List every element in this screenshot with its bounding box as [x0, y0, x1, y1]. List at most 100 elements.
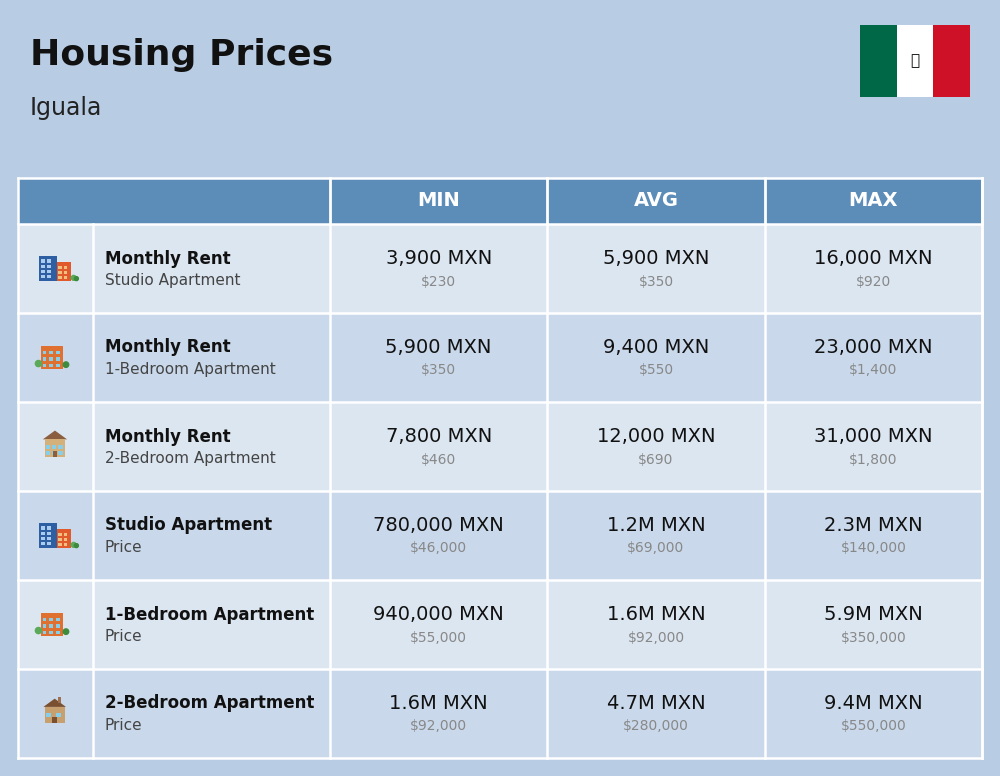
- Bar: [58, 543, 62, 546]
- Bar: [41, 532, 44, 535]
- Text: 780,000 MXN: 780,000 MXN: [373, 516, 504, 535]
- Bar: [43, 351, 46, 354]
- Text: 16,000 MXN: 16,000 MXN: [814, 249, 933, 268]
- Text: 1.6M MXN: 1.6M MXN: [389, 694, 488, 713]
- Bar: [47, 265, 51, 268]
- Text: Monthly Rent: Monthly Rent: [105, 338, 231, 356]
- Bar: [64, 543, 67, 546]
- Bar: [18, 402, 982, 491]
- Text: 9,400 MXN: 9,400 MXN: [603, 338, 709, 357]
- Text: Studio Apartment: Studio Apartment: [105, 273, 240, 288]
- Bar: [53, 451, 57, 457]
- Text: 1-Bedroom Apartment: 1-Bedroom Apartment: [105, 605, 314, 623]
- Bar: [58, 276, 62, 279]
- Bar: [47, 542, 51, 546]
- Bar: [41, 275, 44, 279]
- Text: 9.4M MXN: 9.4M MXN: [824, 694, 923, 713]
- Circle shape: [74, 276, 78, 281]
- Bar: [57, 262, 71, 281]
- Bar: [58, 445, 63, 449]
- Text: 12,000 MXN: 12,000 MXN: [597, 427, 715, 446]
- Bar: [49, 357, 53, 361]
- Bar: [56, 624, 60, 628]
- Text: $230: $230: [421, 275, 456, 289]
- Text: $350: $350: [638, 275, 674, 289]
- Text: 5.9M MXN: 5.9M MXN: [824, 605, 923, 624]
- Bar: [52, 717, 57, 723]
- Text: 3,900 MXN: 3,900 MXN: [386, 249, 492, 268]
- Circle shape: [63, 629, 69, 635]
- Bar: [64, 266, 67, 269]
- Bar: [43, 618, 46, 622]
- Bar: [43, 631, 46, 635]
- Bar: [64, 272, 67, 274]
- Text: Monthly Rent: Monthly Rent: [105, 250, 231, 268]
- Bar: [41, 542, 44, 546]
- Bar: [49, 364, 53, 367]
- Text: $550: $550: [638, 363, 674, 377]
- Text: 2-Bedroom Apartment: 2-Bedroom Apartment: [105, 451, 276, 466]
- Bar: [43, 364, 46, 367]
- Bar: [18, 491, 982, 580]
- Text: $280,000: $280,000: [623, 719, 689, 733]
- Text: Price: Price: [105, 718, 143, 733]
- Text: $920: $920: [856, 275, 891, 289]
- Bar: [58, 451, 63, 455]
- Bar: [46, 713, 51, 717]
- Text: $1,400: $1,400: [849, 363, 898, 377]
- Text: 5,900 MXN: 5,900 MXN: [603, 249, 709, 268]
- Bar: [64, 533, 67, 536]
- Bar: [49, 631, 53, 635]
- Text: $140,000: $140,000: [840, 542, 906, 556]
- Bar: [897, 25, 933, 97]
- Bar: [47, 526, 51, 529]
- Bar: [58, 266, 62, 269]
- Bar: [41, 265, 44, 268]
- Bar: [41, 270, 44, 273]
- Text: 2.3M MXN: 2.3M MXN: [824, 516, 923, 535]
- Circle shape: [63, 362, 69, 367]
- Bar: [49, 351, 53, 354]
- Bar: [52, 445, 56, 449]
- Text: 5,900 MXN: 5,900 MXN: [385, 338, 492, 357]
- Text: $92,000: $92,000: [410, 719, 467, 733]
- Bar: [56, 713, 61, 717]
- Bar: [56, 357, 60, 361]
- Bar: [49, 618, 53, 622]
- Bar: [46, 451, 50, 455]
- Bar: [18, 669, 982, 758]
- Bar: [41, 537, 44, 540]
- Bar: [39, 523, 57, 548]
- Text: 🦅: 🦅: [910, 54, 920, 68]
- Text: 31,000 MXN: 31,000 MXN: [814, 427, 933, 446]
- Bar: [47, 537, 51, 540]
- Bar: [46, 445, 50, 449]
- Text: Iguala: Iguala: [30, 96, 102, 120]
- Bar: [44, 707, 65, 723]
- Bar: [56, 618, 60, 622]
- Bar: [41, 613, 63, 636]
- Bar: [49, 624, 53, 628]
- Bar: [41, 259, 44, 262]
- Bar: [64, 276, 67, 279]
- Text: $690: $690: [638, 452, 674, 466]
- Text: Monthly Rent: Monthly Rent: [105, 428, 231, 445]
- Text: $69,000: $69,000: [627, 542, 685, 556]
- Polygon shape: [43, 431, 67, 439]
- Bar: [933, 25, 970, 97]
- Circle shape: [35, 628, 42, 634]
- Text: 1.6M MXN: 1.6M MXN: [607, 605, 705, 624]
- Circle shape: [71, 275, 76, 280]
- Text: 2-Bedroom Apartment: 2-Bedroom Apartment: [105, 695, 314, 712]
- Bar: [56, 351, 60, 354]
- Bar: [56, 631, 60, 635]
- Bar: [52, 451, 56, 455]
- Bar: [39, 256, 57, 281]
- Bar: [44, 439, 65, 457]
- Text: $55,000: $55,000: [410, 630, 467, 645]
- Text: 1-Bedroom Apartment: 1-Bedroom Apartment: [105, 362, 276, 377]
- Circle shape: [74, 544, 78, 548]
- Text: $550,000: $550,000: [840, 719, 906, 733]
- Bar: [43, 624, 46, 628]
- Text: MIN: MIN: [417, 192, 460, 210]
